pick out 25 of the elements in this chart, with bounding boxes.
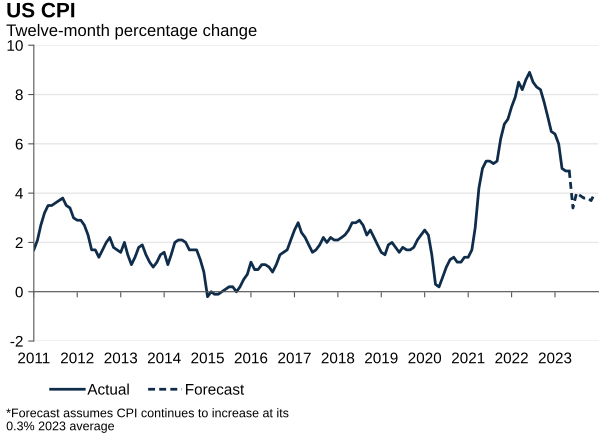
y-tick-label: 6 <box>16 138 23 150</box>
x-tick-label: 2019 <box>365 352 398 364</box>
legend-label: Forecast <box>186 384 244 395</box>
x-tick-label: 2021 <box>452 352 484 364</box>
x-tick-label: 2011 <box>18 352 50 364</box>
x-tick-label: 2017 <box>278 352 311 364</box>
x-tick-label: 2016 <box>234 352 268 364</box>
y-tick-label: -2 <box>10 336 23 347</box>
y-tick-label: 0 <box>16 286 23 298</box>
text: *Forecast assumes CPI continues to increase at its 0.3% 2023 average <box>6 408 288 433</box>
x-tick-label: 2022 <box>495 352 528 364</box>
chart-title: US CPI <box>7 2 74 18</box>
y-tick-label: 8 <box>16 89 23 100</box>
x-tick-label: 2012 <box>61 352 94 364</box>
y-tick-label: 2 <box>16 237 23 248</box>
chart-subtitle: Twelve-month percentage change <box>6 24 256 40</box>
x-tick-label: 2020 <box>408 352 442 364</box>
y-tick-label: 4 <box>15 188 23 199</box>
y-tick-label: 10 <box>8 40 23 51</box>
legend-label: Actual <box>87 384 129 395</box>
x-tick-label: 2014 <box>148 352 181 364</box>
x-tick-label: 2013 <box>104 352 138 364</box>
x-tick-label: 2023 <box>538 352 572 364</box>
x-tick-label: 2015 <box>191 352 224 364</box>
x-tick-label: 2018 <box>322 352 354 364</box>
